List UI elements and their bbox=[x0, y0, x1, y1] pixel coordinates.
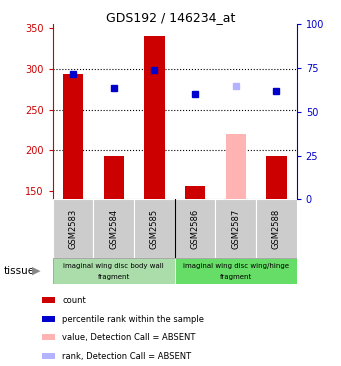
Text: imaginal wing disc body wall: imaginal wing disc body wall bbox=[63, 263, 164, 269]
Bar bbox=[42, 334, 55, 340]
Bar bbox=[42, 353, 55, 359]
Bar bbox=[256, 199, 297, 258]
Text: GSM2586: GSM2586 bbox=[191, 209, 199, 249]
Text: tissue: tissue bbox=[3, 266, 34, 276]
Text: GDS192 / 146234_at: GDS192 / 146234_at bbox=[106, 11, 235, 24]
Bar bbox=[53, 258, 175, 284]
Text: GSM2583: GSM2583 bbox=[69, 209, 78, 249]
Bar bbox=[225, 134, 246, 199]
Bar bbox=[216, 199, 256, 258]
Bar bbox=[144, 36, 165, 199]
Text: GSM2584: GSM2584 bbox=[109, 209, 118, 249]
Text: fragment: fragment bbox=[220, 274, 252, 280]
Bar bbox=[42, 316, 55, 322]
Bar bbox=[93, 199, 134, 258]
Text: count: count bbox=[62, 296, 86, 305]
Bar bbox=[134, 199, 175, 258]
Bar bbox=[175, 199, 216, 258]
Text: value, Detection Call = ABSENT: value, Detection Call = ABSENT bbox=[62, 333, 196, 342]
Text: rank, Detection Call = ABSENT: rank, Detection Call = ABSENT bbox=[62, 352, 192, 361]
Bar bbox=[266, 156, 286, 199]
Text: percentile rank within the sample: percentile rank within the sample bbox=[62, 314, 204, 324]
Bar bbox=[104, 156, 124, 199]
Text: GSM2587: GSM2587 bbox=[231, 209, 240, 249]
Bar bbox=[53, 199, 93, 258]
Text: ▶: ▶ bbox=[32, 266, 40, 276]
Bar bbox=[42, 297, 55, 303]
Bar bbox=[63, 74, 83, 199]
Text: GSM2585: GSM2585 bbox=[150, 209, 159, 249]
Text: imaginal wing disc wing/hinge: imaginal wing disc wing/hinge bbox=[183, 263, 289, 269]
Text: GSM2588: GSM2588 bbox=[272, 209, 281, 249]
Bar bbox=[175, 258, 297, 284]
Text: fragment: fragment bbox=[98, 274, 130, 280]
Bar bbox=[185, 186, 205, 199]
